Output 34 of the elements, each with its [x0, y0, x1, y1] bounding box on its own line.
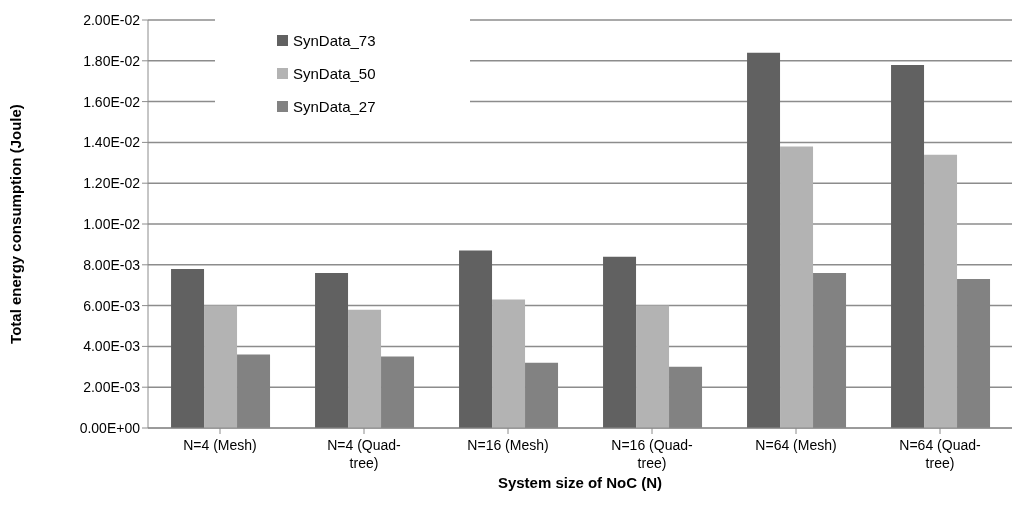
y-tick-label: 1.40E-02 — [83, 134, 141, 151]
y-tick-label: 1.00E-02 — [83, 215, 141, 232]
bar — [603, 256, 637, 428]
x-tick-label: N=16 (Mesh) — [467, 437, 549, 453]
y-tick-label: 2.00E-03 — [83, 379, 141, 396]
y-tick-label: 2.00E-02 — [83, 11, 141, 28]
bar — [348, 309, 382, 428]
legend-label: SynData_27 — [293, 97, 376, 117]
x-tick-label: N=4 (Quad-tree) — [327, 437, 402, 471]
x-tick-label: N=4 (Mesh) — [183, 437, 257, 453]
legend-label: SynData_50 — [293, 64, 376, 84]
y-axis-title: Total energy consumption (Joule) — [7, 104, 25, 344]
bar — [315, 272, 349, 428]
bar — [780, 146, 814, 428]
bar — [492, 299, 526, 428]
bar — [459, 250, 493, 428]
bar — [747, 52, 781, 428]
bar — [891, 64, 925, 428]
y-tick-label: 1.20E-02 — [83, 175, 141, 192]
y-tick-label: 4.00E-03 — [83, 338, 141, 355]
bar — [924, 154, 958, 428]
x-axis-title: System size of NoC (N) — [497, 474, 663, 491]
legend-label: SynData_73 — [293, 31, 376, 51]
x-tick-label: N=64 (Mesh) — [755, 437, 837, 453]
y-tick-label: 6.00E-03 — [83, 297, 141, 314]
y-tick-label: 8.00E-03 — [83, 256, 141, 273]
bar — [171, 268, 205, 428]
x-tick-label: N=64 (Quad-tree) — [899, 437, 981, 471]
bar — [204, 305, 238, 428]
y-tick-label: 0.00E+00 — [79, 419, 141, 436]
bar — [636, 305, 670, 428]
y-tick-label: 1.60E-02 — [83, 93, 141, 110]
y-tick-label: 1.80E-02 — [83, 52, 141, 69]
x-tick-label: N=16 (Quad-tree) — [611, 437, 693, 471]
